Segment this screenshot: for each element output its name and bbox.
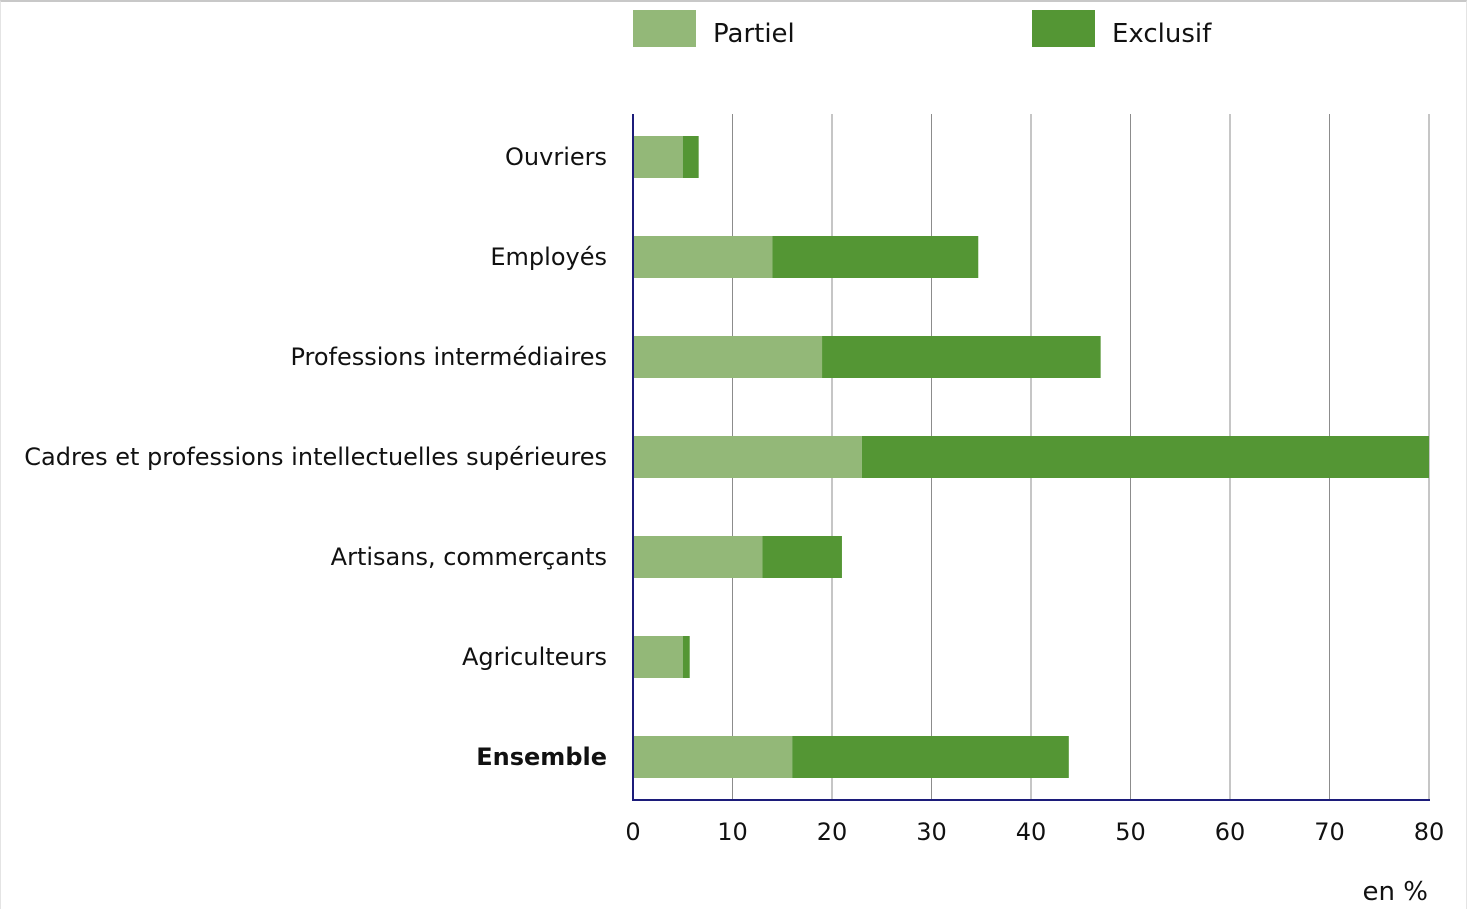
- x-tick-labels: 0 10 20 30 40 50 60 70 80: [625, 818, 1444, 846]
- category-label-employes: Employés: [490, 243, 607, 271]
- bar-partiel-artisans-commercants: [633, 536, 763, 578]
- category-label-ouvriers: Ouvriers: [505, 143, 607, 171]
- x-tick-label-10: 10: [717, 818, 748, 846]
- category-label-cadres-et-professions-intellectuelles-superieures: Cadres et professions intellectuelles su…: [24, 443, 607, 471]
- x-tick-label-40: 40: [1016, 818, 1047, 846]
- bar-partiel-professions-intermediaires: [633, 336, 823, 378]
- bar-partiel-ensemble: [633, 736, 793, 778]
- bar-exclusif-cadres-et-professions-intellectuelles-superieures: [861, 436, 1429, 478]
- x-tick-label-70: 70: [1314, 818, 1345, 846]
- unit-label: en %: [1363, 877, 1428, 907]
- bar-partiel-employes: [633, 236, 773, 278]
- bar-exclusif-professions-intermediaires: [822, 336, 1101, 378]
- axes: [632, 114, 1430, 801]
- category-label-artisans-commercants: Artisans, commerçants: [331, 543, 607, 571]
- category-label-agriculteurs: Agriculteurs: [462, 643, 607, 671]
- category-label-professions-intermediaires: Professions intermédiaires: [290, 343, 607, 371]
- bar-exclusif-agriculteurs: [682, 636, 690, 678]
- bar-exclusif-employes: [772, 236, 979, 278]
- legend-swatch-exclusif: [1032, 10, 1095, 47]
- x-tick-label-80: 80: [1414, 818, 1445, 846]
- bar-partiel-cadres-et-professions-intellectuelles-superieures: [633, 436, 862, 478]
- bar-exclusif-artisans-commercants: [762, 536, 842, 578]
- bar-exclusif-ensemble: [792, 736, 1069, 778]
- category-label-ensemble: Ensemble: [476, 743, 607, 771]
- bar-exclusif-ouvriers: [682, 136, 699, 178]
- x-tick-label-30: 30: [916, 818, 947, 846]
- bar-partiel-agriculteurs: [633, 636, 683, 678]
- category-labels: Ouvriers Employés Professions intermédiair…: [24, 143, 607, 771]
- x-tick-label-20: 20: [817, 818, 848, 846]
- bar-partiel-ouvriers: [633, 136, 683, 178]
- legend: Partiel Exclusif: [633, 10, 1212, 49]
- x-tick-label-0: 0: [625, 818, 640, 846]
- legend-swatch-partiel: [633, 10, 696, 47]
- legend-label-partiel: Partiel: [713, 19, 795, 49]
- bars: [633, 136, 1429, 778]
- x-tick-label-60: 60: [1215, 818, 1246, 846]
- x-tick-label-50: 50: [1115, 818, 1146, 846]
- legend-label-exclusif: Exclusif: [1112, 19, 1212, 49]
